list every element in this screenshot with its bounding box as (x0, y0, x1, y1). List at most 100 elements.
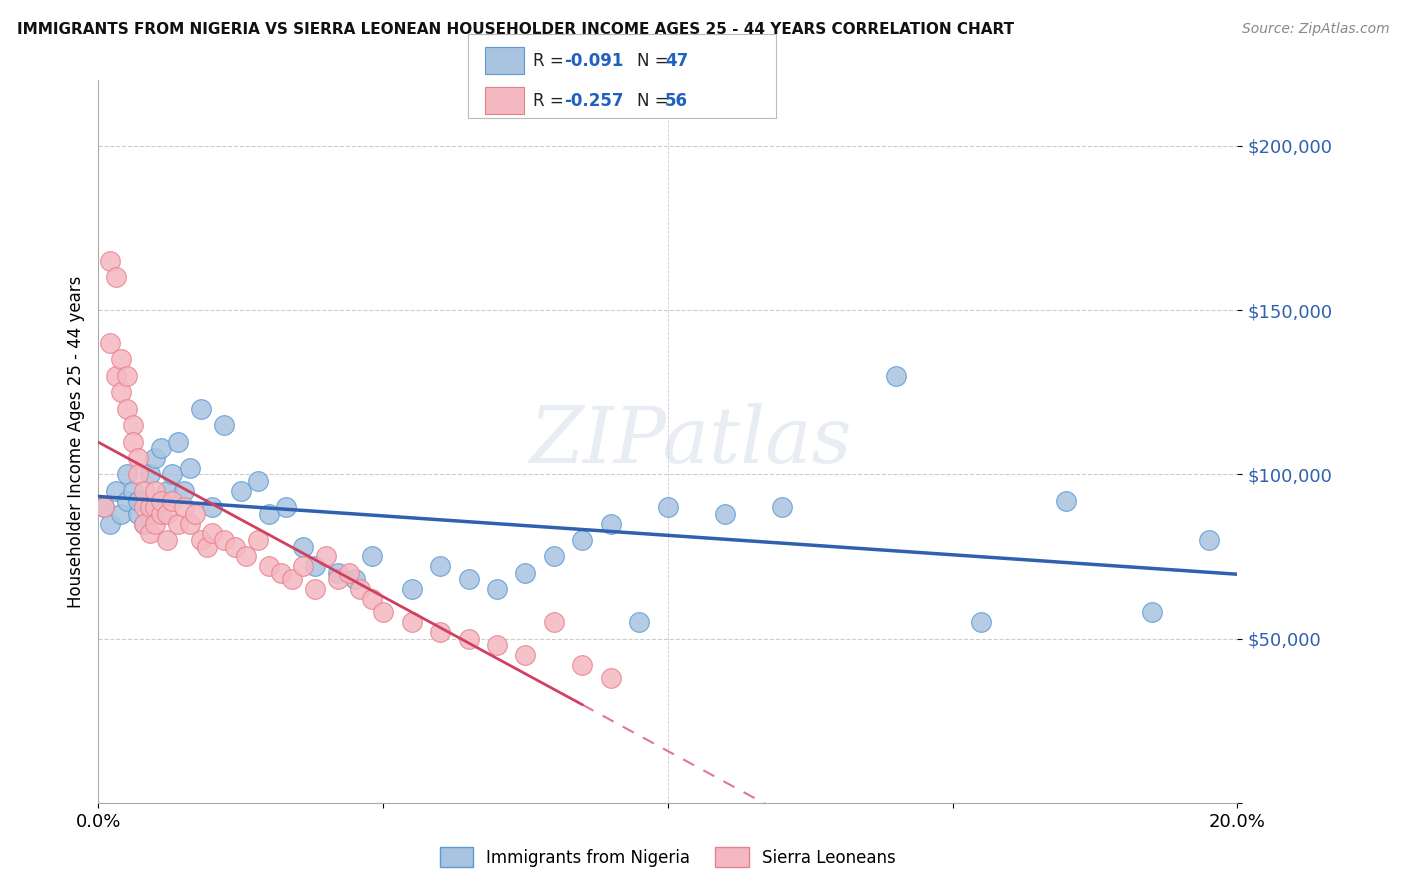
Point (571, 657, 593, 672)
Text: -0.257: -0.257 (564, 92, 623, 110)
Point (173, 483, 195, 498)
Text: R =: R = (533, 92, 569, 110)
Point (276, 500, 298, 515)
Point (190, 401, 212, 416)
Point (104, 483, 127, 498)
Text: N =: N = (637, 92, 673, 110)
Point (304, 559, 326, 574)
Point (104, 270, 127, 285)
Point (98, 516, 121, 531)
Point (326, 566, 349, 580)
Point (1140, 605, 1163, 619)
Text: 56: 56 (665, 92, 688, 110)
Point (98, 336, 121, 351)
Point (93, 500, 115, 515)
Point (571, 533, 593, 547)
Point (657, 500, 679, 515)
Point (179, 460, 201, 475)
Point (1198, 533, 1220, 547)
Point (486, 582, 509, 597)
Point (343, 573, 366, 587)
Point (115, 467, 138, 482)
Point (349, 582, 371, 597)
Point (132, 500, 155, 515)
Text: ZIPatlas: ZIPatlas (530, 403, 852, 480)
Text: Source: ZipAtlas.com: Source: ZipAtlas.com (1241, 22, 1389, 37)
Point (259, 507, 281, 521)
Point (132, 483, 155, 498)
Point (138, 467, 160, 482)
Point (337, 566, 360, 580)
Point (156, 533, 179, 547)
Text: IMMIGRANTS FROM NIGERIA VS SIERRA LEONEAN HOUSEHOLDER INCOME AGES 25 - 44 YEARS : IMMIGRANTS FROM NIGERIA VS SIERRA LEONEA… (17, 22, 1014, 37)
Point (229, 483, 252, 498)
Text: N =: N = (637, 52, 673, 70)
Point (127, 493, 149, 508)
Point (127, 450, 149, 465)
Legend: Immigrants from Nigeria, Sierra Leoneans: Immigrants from Nigeria, Sierra Leoneans (440, 847, 896, 867)
Point (115, 368, 138, 383)
Point (150, 441, 173, 455)
Text: -0.091: -0.091 (564, 52, 623, 70)
Point (600, 671, 623, 685)
Point (173, 500, 195, 515)
Point (104, 368, 127, 383)
Point (970, 615, 993, 630)
Point (162, 467, 184, 482)
Point (246, 533, 269, 547)
Point (714, 507, 737, 521)
Point (110, 507, 132, 521)
Point (179, 516, 201, 531)
Point (201, 500, 224, 515)
Y-axis label: Householder Income Ages 25 - 44 years: Householder Income Ages 25 - 44 years (66, 276, 84, 607)
Point (326, 573, 349, 587)
Point (373, 605, 395, 619)
Point (138, 526, 160, 541)
Point (184, 507, 207, 521)
Point (150, 507, 173, 521)
Point (515, 566, 537, 580)
Point (150, 493, 173, 508)
Point (304, 582, 326, 597)
Point (132, 516, 155, 531)
Point (770, 500, 793, 515)
Point (167, 516, 190, 531)
Point (167, 434, 190, 449)
Point (201, 526, 224, 541)
Point (212, 533, 235, 547)
Point (110, 352, 132, 367)
Point (543, 549, 565, 564)
Point (145, 483, 167, 498)
Point (401, 615, 423, 630)
Point (162, 493, 184, 508)
Point (884, 368, 907, 383)
Point (190, 533, 212, 547)
Point (127, 467, 149, 482)
Point (600, 516, 623, 531)
Text: 47: 47 (665, 52, 689, 70)
Point (121, 418, 143, 433)
Point (145, 450, 167, 465)
Point (224, 540, 246, 554)
Point (292, 540, 315, 554)
Point (121, 483, 143, 498)
Point (401, 582, 423, 597)
Point (292, 559, 315, 574)
Point (360, 549, 382, 564)
Point (515, 648, 537, 662)
Point (235, 549, 257, 564)
Point (93, 500, 115, 515)
Point (270, 566, 292, 580)
Point (132, 516, 155, 531)
Point (138, 500, 160, 515)
Point (429, 625, 451, 640)
Point (212, 418, 235, 433)
Point (429, 559, 451, 574)
Point (281, 573, 304, 587)
Point (315, 549, 337, 564)
Point (259, 559, 281, 574)
Point (115, 401, 138, 416)
Point (110, 385, 132, 400)
Point (145, 516, 167, 531)
Point (127, 507, 149, 521)
